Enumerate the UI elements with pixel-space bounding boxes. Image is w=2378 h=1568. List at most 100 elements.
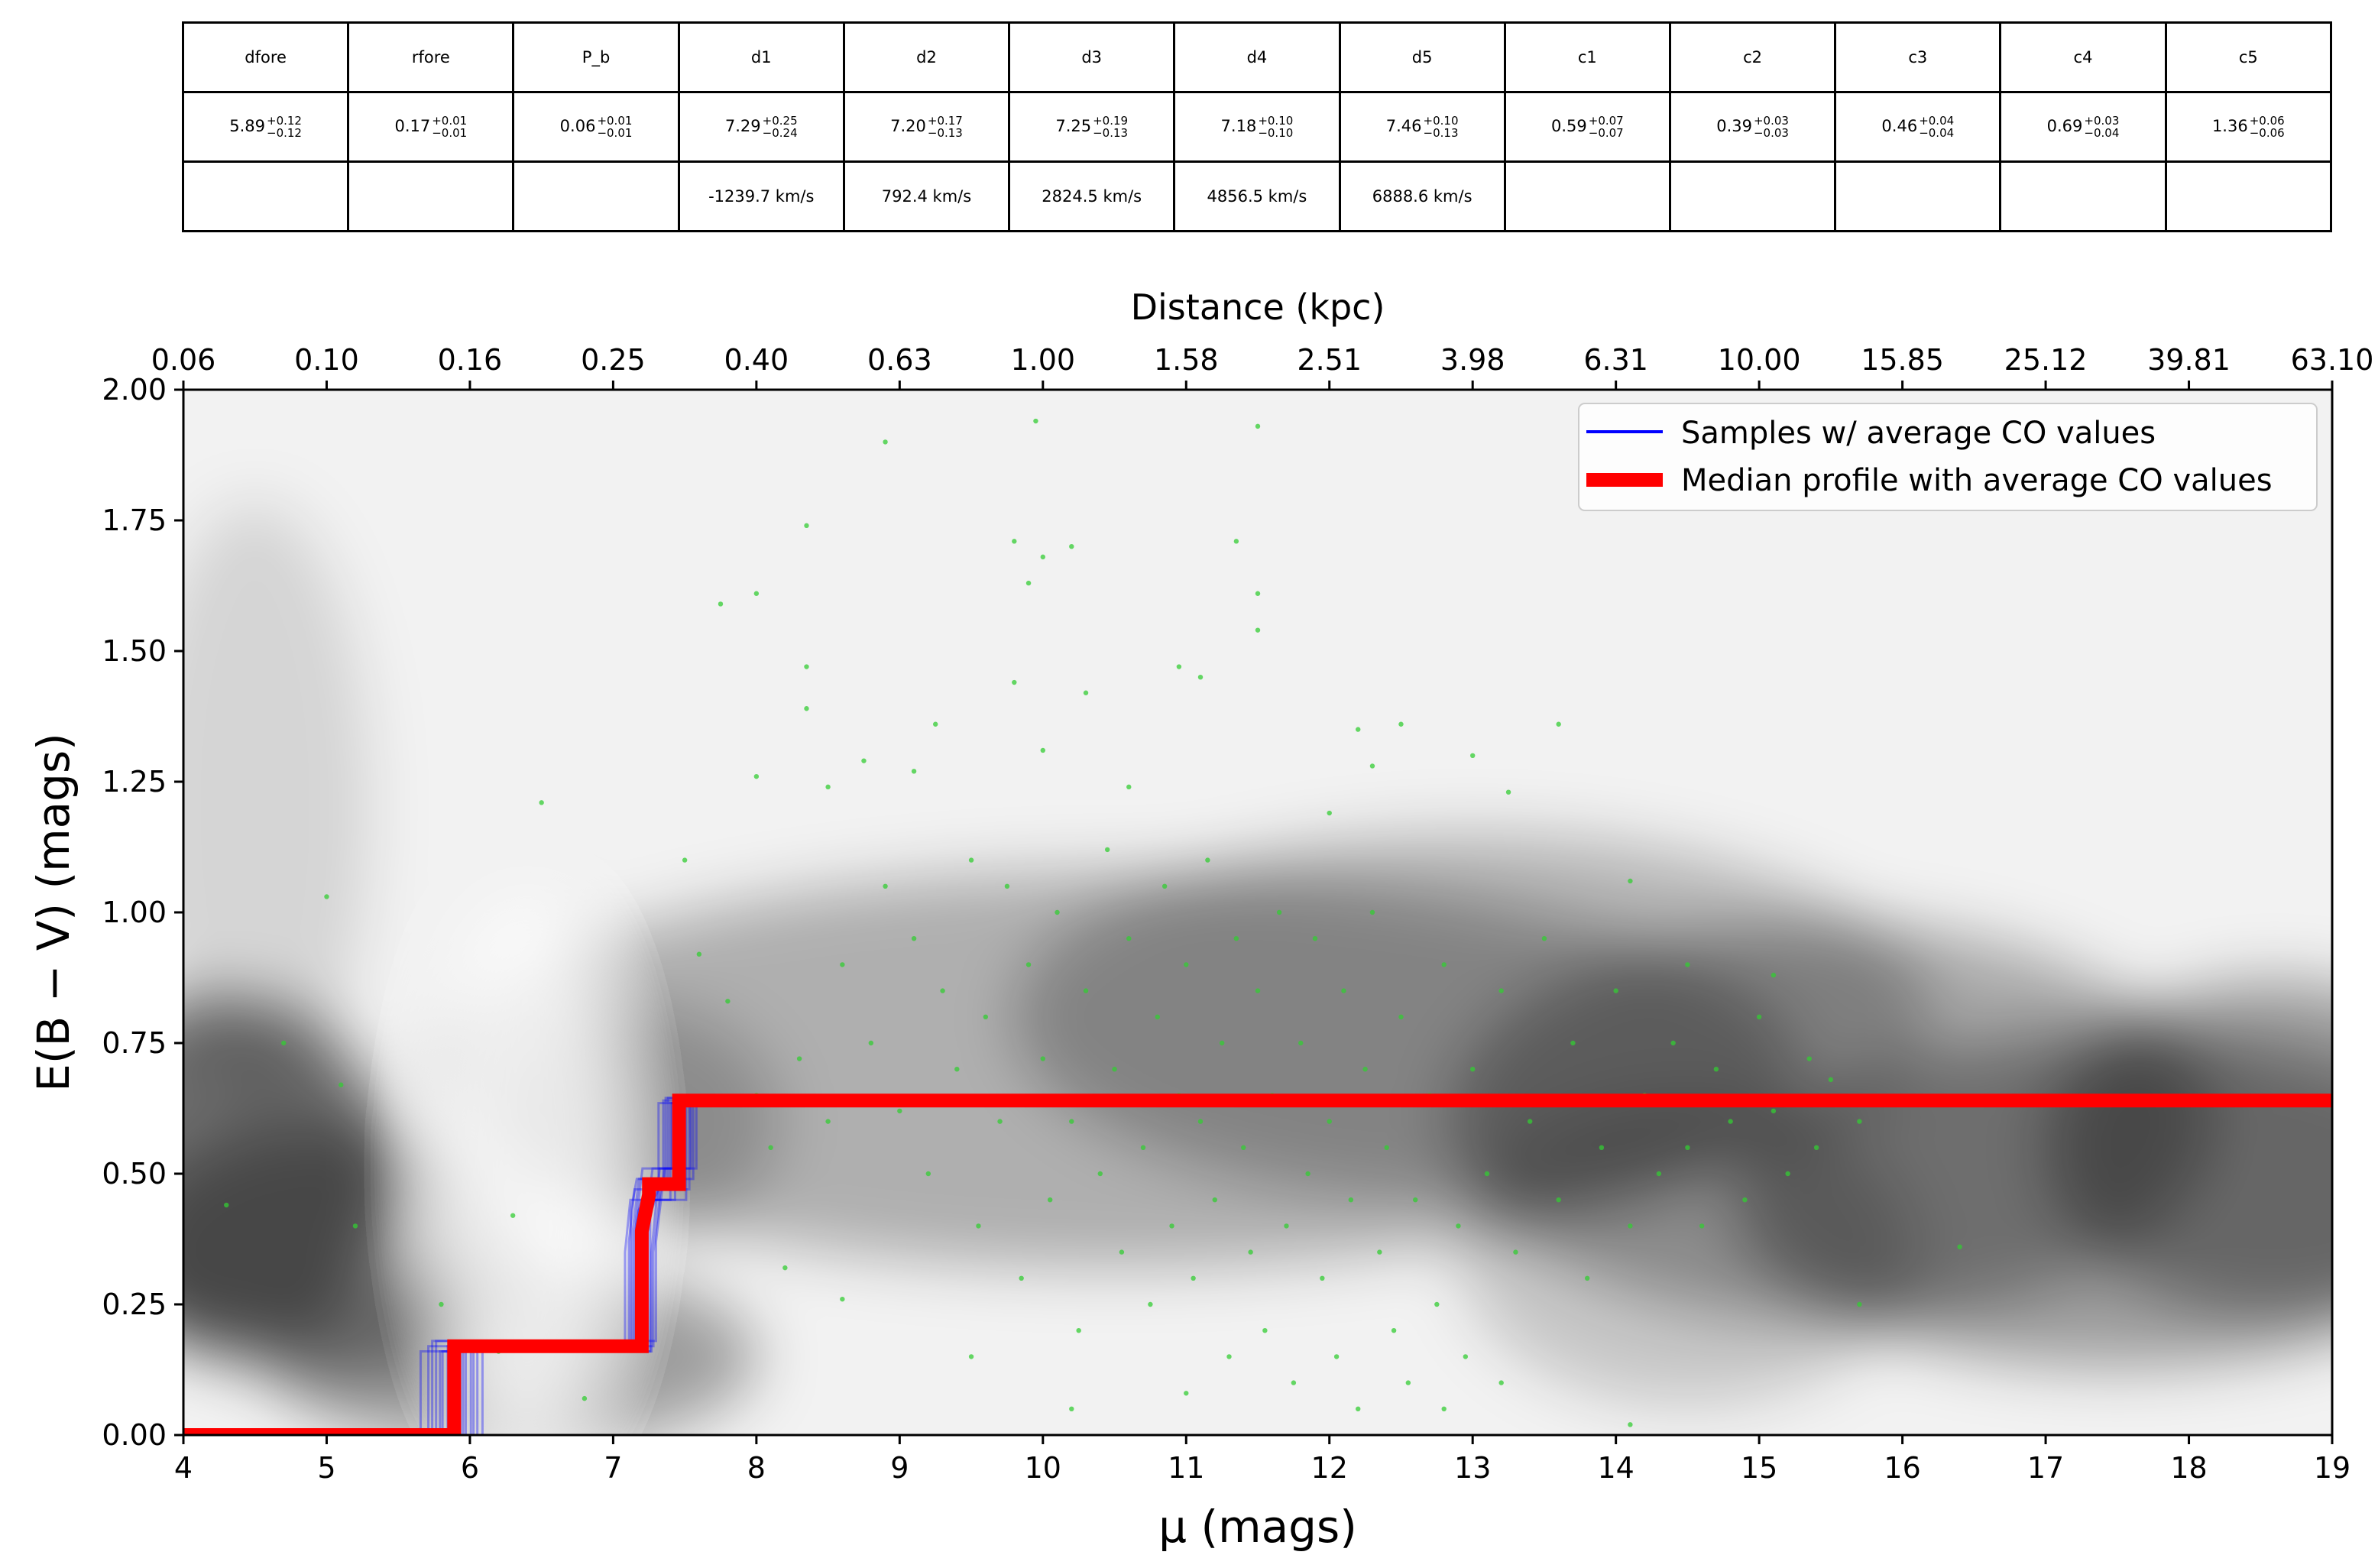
data-point	[1126, 936, 1132, 941]
data-point	[1119, 1249, 1125, 1255]
x-tick-label: 4	[174, 1451, 193, 1485]
data-point	[1685, 1145, 1690, 1151]
top-tick-label: 10.00	[1718, 343, 1801, 377]
param-velocity: -1239.7 km/s	[677, 160, 845, 232]
data-point	[1341, 988, 1346, 993]
data-point	[1320, 1275, 1325, 1281]
data-point	[1019, 1275, 1024, 1281]
data-point	[1356, 727, 1361, 732]
data-point	[1047, 1197, 1053, 1203]
param-velocity	[1834, 160, 2002, 232]
data-point	[1556, 1197, 1561, 1203]
data-point	[1348, 1197, 1354, 1203]
x-tick-label: 11	[1168, 1451, 1204, 1485]
data-point	[804, 523, 809, 529]
data-point	[1025, 580, 1032, 586]
param-header: P_b	[512, 21, 680, 93]
param-header: dfore	[181, 21, 350, 93]
param-velocity	[1999, 160, 2167, 232]
param-header: d3	[1008, 21, 1176, 93]
data-point	[1670, 1040, 1676, 1046]
data-point	[1040, 747, 1046, 753]
data-point	[997, 1119, 1003, 1124]
data-point	[825, 1119, 831, 1124]
data-point	[883, 883, 888, 889]
density-blob	[183, 502, 370, 1114]
data-point	[796, 1056, 802, 1061]
data-point	[1857, 1301, 1862, 1307]
param-header: c3	[1834, 21, 2002, 93]
data-point	[940, 988, 945, 993]
data-point	[897, 1108, 902, 1114]
data-point	[1785, 1171, 1790, 1177]
param-velocity: 6888.6 km/s	[1338, 160, 1506, 232]
data-point	[1069, 1406, 1074, 1412]
sample-profile	[183, 1102, 2332, 1435]
param-velocity	[347, 160, 515, 232]
top-tick-label: 0.63	[867, 343, 932, 377]
data-point	[539, 800, 544, 805]
param-value-cell: 0.46 +0.04 −0.04	[1834, 91, 2002, 163]
params-header-row: dfore rfore P_b d1 d2 d3 d4 d5 c1 c2 c3 …	[181, 21, 2333, 93]
data-point	[1369, 909, 1375, 915]
data-point	[1584, 1275, 1590, 1281]
data-point	[224, 1202, 229, 1208]
data-point	[1184, 1391, 1189, 1396]
top-tick-label: 1.00	[1010, 343, 1075, 377]
param-value: 0.06	[559, 117, 596, 135]
data-point	[1012, 679, 1017, 685]
x-tick-label: 7	[604, 1451, 622, 1485]
param-velocity	[2164, 160, 2333, 232]
data-point	[1527, 1119, 1533, 1124]
param-minus: −0.13	[1423, 126, 1459, 140]
param-velocity: 4856.5 km/s	[1173, 160, 1341, 232]
data-point	[1033, 418, 1038, 424]
data-point	[1104, 847, 1110, 853]
data-point	[1212, 1197, 1217, 1203]
param-minus: −0.24	[762, 126, 798, 140]
data-point	[1384, 1145, 1389, 1151]
data-point	[1813, 1145, 1819, 1151]
data-point	[1083, 988, 1089, 993]
legend-box	[1578, 403, 2318, 511]
top-tick-label: 0.16	[438, 343, 503, 377]
top-axis: 0.06 0.10 0.16 0.25 0.40 0.63 1.00 1.58 2.51 3.98…	[151, 343, 2373, 390]
data-point	[1771, 972, 1777, 978]
x-tick-label: 16	[1884, 1451, 1920, 1485]
data-point	[1441, 962, 1447, 967]
data-point	[718, 601, 724, 607]
plot-area	[183, 390, 2332, 1435]
top-tick-label: 6.31	[1583, 343, 1648, 377]
data-point	[1161, 883, 1168, 889]
data-point	[753, 591, 760, 596]
top-tick-label: 15.85	[1861, 343, 1944, 377]
param-header: c2	[1668, 21, 1837, 93]
density-void	[435, 906, 619, 1435]
x-tick-label: 5	[317, 1451, 335, 1485]
param-minus: −0.04	[2084, 126, 2120, 140]
data-point	[1857, 1119, 1862, 1124]
data-point	[1728, 1119, 1733, 1124]
y-axis-label: E(B − V) (mags)	[28, 733, 79, 1092]
data-point	[1298, 1040, 1304, 1046]
sample-profile	[183, 1099, 2332, 1435]
param-minus: −0.13	[1093, 126, 1129, 140]
param-minus: −0.03	[1753, 126, 1789, 140]
data-point	[1012, 539, 1017, 544]
data-point	[1233, 539, 1239, 544]
data-point	[1255, 591, 1261, 596]
param-value-cell: 1.36 +0.06 −0.06	[2164, 91, 2333, 163]
data-point	[1362, 1067, 1368, 1072]
data-point	[1076, 1328, 1081, 1333]
data-point	[1140, 1145, 1146, 1151]
data-point	[1463, 1354, 1469, 1359]
data-point	[1713, 1067, 1719, 1072]
data-point	[1513, 1249, 1518, 1255]
data-point	[1197, 675, 1204, 680]
data-point	[1219, 1040, 1225, 1046]
param-velocity	[1503, 160, 1671, 232]
x-tick-label: 6	[461, 1451, 479, 1485]
data-point	[1097, 1171, 1103, 1177]
data-point	[1628, 1223, 1633, 1229]
data-point	[1327, 810, 1332, 816]
